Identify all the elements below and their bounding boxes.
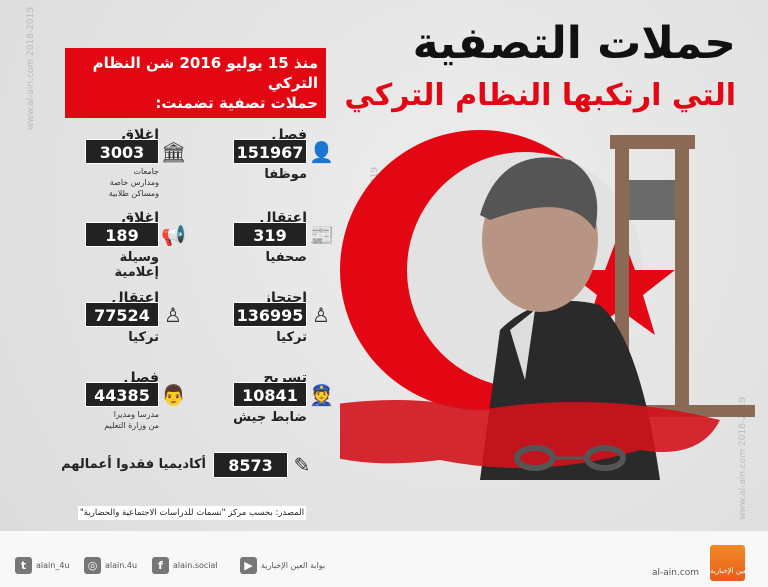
- person-icon: ♙: [164, 303, 182, 327]
- soldier-icon: 👮: [309, 383, 334, 407]
- stat-card: احتجاز 136995 ♙ تركيا: [225, 290, 335, 380]
- page-subtitle: التي ارتكبها النظام التركي: [344, 78, 736, 113]
- stat-description: وسيلة إعلامية: [114, 250, 159, 280]
- megaphone-icon: 📢: [161, 223, 186, 247]
- stat-description: جامعات ومدارس خاصة ومساكن طلابية: [108, 167, 159, 198]
- instagram-handle: alain.4u: [105, 561, 138, 570]
- teacher-icon: 👨: [161, 383, 186, 407]
- newspaper-icon: 📰: [309, 223, 334, 247]
- youtube-link[interactable]: ▶ بوابة العين الإخبارية: [240, 557, 325, 574]
- stat-card: إغلاق 3003 🏛 جامعات ومدارس خاصة ومساكن ط…: [77, 127, 187, 217]
- footer: t alain_4u ◎ alain.4u f alain.social ▶ بوابة…: [0, 531, 768, 587]
- stat-value: 151967: [233, 139, 307, 164]
- intro-line-1: منذ 15 يوليو 2016 شن النظام التركي: [92, 54, 318, 92]
- blood-splash: [340, 400, 720, 469]
- source-note: المصدر: بحسب مركز "نسمات للدراسات الاجتم…: [78, 506, 306, 520]
- stat-value: 136995: [233, 302, 307, 327]
- stat-card: تسريح 10841 👮 ضابط جيش: [225, 370, 335, 460]
- facebook-icon: f: [152, 557, 169, 574]
- stat-card: فصل 151967 👤 موظفا: [225, 127, 335, 217]
- twitter-icon: t: [15, 557, 32, 574]
- academics-value: 8573: [213, 452, 288, 478]
- academics-text: أكاديميا فقدوا أعمالهم: [61, 457, 206, 472]
- handcuffs: [514, 445, 626, 471]
- guillotine: [595, 135, 755, 417]
- stat-description: تركيا: [128, 330, 159, 345]
- stat-description: موظفا: [264, 167, 307, 182]
- site-url[interactable]: al-ain.com: [652, 568, 700, 578]
- stat-description: مدرسا ومديرا من وزارة التعليم: [104, 410, 159, 430]
- al-ain-logo: العين الإخبارية: [710, 545, 745, 581]
- twitter-handle: alain_4u: [36, 561, 70, 570]
- intro-box: منذ 15 يوليو 2016 شن النظام التركي حملات…: [65, 48, 326, 118]
- stat-description: صحفيا: [265, 250, 307, 265]
- stat-description: تركيا: [276, 330, 307, 345]
- instagram-icon: ◎: [84, 557, 101, 574]
- stat-card: اعتقال 319 📰 صحفيا: [225, 210, 335, 300]
- document-pen-icon: ✎: [293, 453, 311, 477]
- employee-icon: 👤: [309, 140, 334, 164]
- twitter-link[interactable]: t alain_4u: [15, 557, 69, 574]
- instagram-link[interactable]: ◎ alain.4u: [84, 557, 137, 574]
- stat-value: 77524: [85, 302, 159, 327]
- intro-line-2: حملات تصفية تضمنت:: [155, 94, 318, 112]
- person-icon: ♙: [312, 303, 330, 327]
- youtube-handle: بوابة العين الإخبارية: [261, 561, 326, 570]
- facebook-link[interactable]: f alain.social: [152, 557, 218, 574]
- illustration: [340, 130, 755, 480]
- page-title: حملات التصفية: [412, 18, 736, 69]
- stat-value: 10841: [233, 382, 307, 407]
- stat-card: اعتقال 77524 ♙ تركيا: [77, 290, 187, 380]
- facebook-handle: alain.social: [173, 561, 218, 570]
- watermark: www.al-ain.com 2018-2019: [26, 6, 36, 130]
- youtube-icon: ▶: [240, 557, 257, 574]
- stat-card: فصل 44385 👨 مدرسا ومديرا من وزارة التعلي…: [77, 370, 187, 460]
- stat-value: 44385: [85, 382, 159, 407]
- stat-value: 319: [233, 222, 307, 247]
- stat-card: إغلاق 189 📢 وسيلة إعلامية: [77, 210, 187, 300]
- stat-description: ضابط جيش: [233, 410, 307, 425]
- stat-value: 189: [85, 222, 159, 247]
- building-icon: 🏛: [161, 140, 187, 164]
- stat-value: 3003: [85, 139, 159, 164]
